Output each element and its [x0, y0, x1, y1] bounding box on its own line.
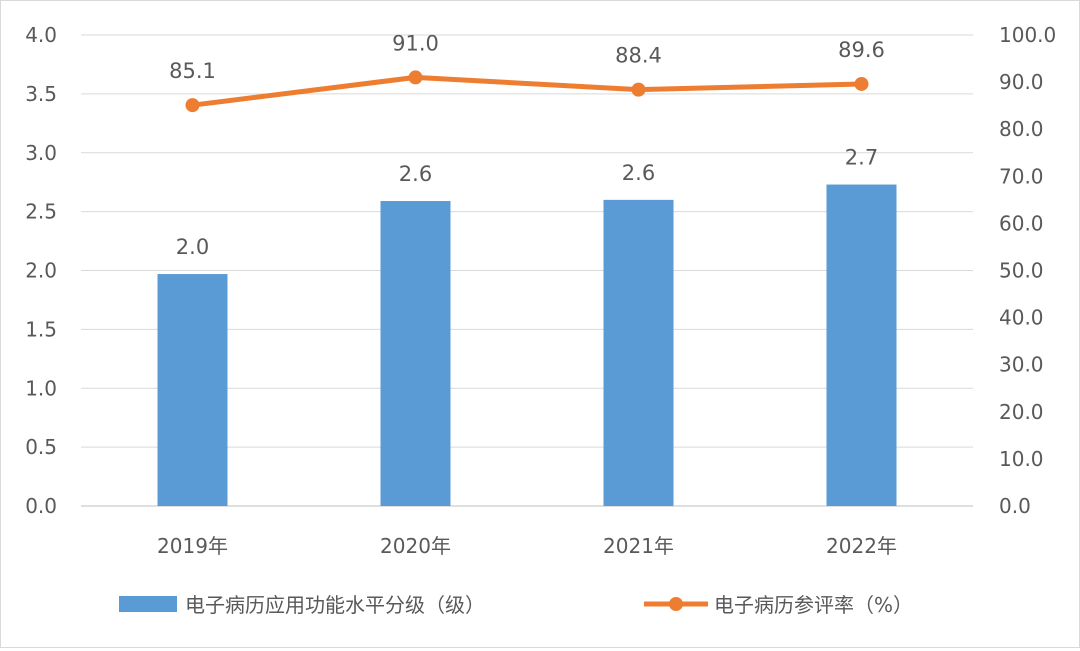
bar-data-label: 2.6	[622, 161, 655, 185]
line-point	[854, 76, 869, 91]
y-right-tick-label: 0.0	[999, 494, 1031, 518]
y-right-tick-label: 90.0	[999, 70, 1044, 94]
y-right-tick-label: 20.0	[999, 400, 1044, 424]
x-tick-label: 2022年	[826, 534, 897, 558]
line-point	[185, 98, 200, 113]
line-data-label: 91.0	[392, 31, 439, 55]
x-tick-label: 2020年	[380, 534, 451, 558]
bar-data-label: 2.6	[399, 162, 432, 186]
y-left-tick-label: 2.5	[25, 200, 57, 224]
x-tick-label: 2021年	[603, 534, 674, 558]
y-right-tick-label: 50.0	[999, 259, 1044, 283]
y-left-tick-label: 0.5	[25, 435, 57, 459]
legend-line-marker	[669, 597, 683, 611]
y-right-tick-label: 10.0	[999, 447, 1044, 471]
y-left-tick-label: 2.0	[25, 259, 57, 283]
y-right-tick-label: 100.0	[999, 23, 1056, 47]
legend-line-label: 电子病历参评率（%）	[714, 593, 913, 617]
y-right-tick-label: 70.0	[999, 164, 1044, 188]
x-tick-label: 2019年	[157, 534, 228, 558]
bar	[826, 184, 897, 507]
bar	[603, 199, 674, 506]
y-right-tick-label: 30.0	[999, 353, 1044, 377]
bar	[157, 274, 228, 506]
y-left-tick-label: 4.0	[25, 23, 57, 47]
y-left-tick-label: 1.0	[25, 376, 57, 400]
bar-data-label: 2.0	[176, 235, 209, 259]
legend-bar-swatch	[119, 596, 177, 612]
line-data-label: 88.4	[615, 44, 662, 68]
line-series	[192, 74, 862, 108]
line-point	[408, 70, 423, 85]
y-right-tick-label: 60.0	[999, 211, 1044, 235]
bar	[380, 201, 451, 506]
y-right-tick-label: 80.0	[999, 117, 1044, 141]
line-data-label: 85.1	[169, 59, 216, 83]
y-left-tick-label: 1.5	[25, 317, 57, 341]
bar-data-label: 2.7	[845, 146, 878, 170]
y-left-tick-label: 0.0	[25, 494, 57, 518]
line-data-label: 89.6	[838, 38, 885, 62]
line-point	[631, 82, 646, 97]
y-left-tick-label: 3.5	[25, 82, 57, 106]
y-left-tick-label: 3.0	[25, 141, 57, 165]
legend-bar-label: 电子病历应用功能水平分级（级）	[185, 593, 485, 617]
y-right-tick-label: 40.0	[999, 306, 1044, 330]
